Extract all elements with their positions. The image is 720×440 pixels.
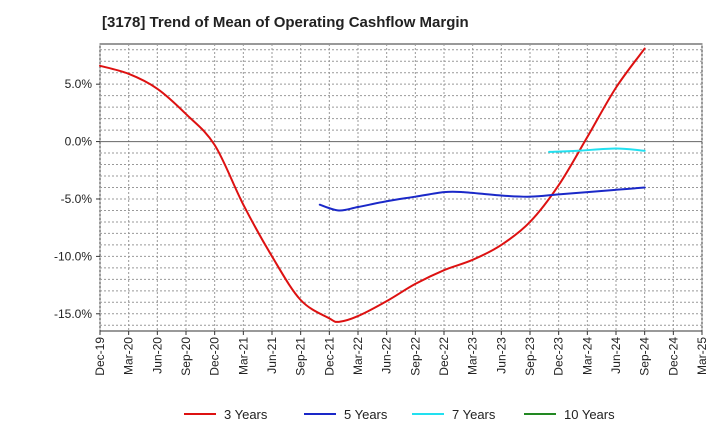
series-line-7-years [548, 147, 646, 153]
x-tick-label: Jun-20 [150, 337, 164, 374]
series-layer [99, 47, 646, 323]
x-tick-label: Jun-22 [380, 337, 394, 374]
x-tick-label: Jun-23 [494, 337, 508, 374]
x-tick-label: Sep-21 [294, 337, 308, 376]
x-tick-label: Jun-24 [609, 337, 623, 374]
legend-label: 10 Years [564, 407, 615, 422]
chart-title: [3178] Trend of Mean of Operating Cashfl… [102, 14, 469, 31]
x-tick-label: Mar-21 [236, 337, 250, 375]
x-tick-label: Dec-21 [322, 337, 336, 376]
x-tick-label: Mar-25 [695, 337, 709, 375]
x-tick-label: Dec-19 [93, 337, 107, 376]
x-tick-label: Sep-23 [523, 337, 537, 376]
legend-label: 5 Years [344, 407, 388, 422]
x-tick-label: Sep-24 [638, 337, 652, 376]
legend-layer: 3 Years 5 Years 7 Years 10 Years [184, 407, 615, 422]
legend-label: 7 Years [452, 407, 496, 422]
y-tick-label: -10.0% [54, 249, 92, 263]
y-tick-label: 5.0% [65, 77, 93, 91]
x-tick-label: Dec-23 [552, 337, 566, 376]
series-line-5-years [318, 186, 646, 212]
y-tick-label: -5.0% [61, 192, 93, 206]
x-tick-label: Dec-24 [666, 337, 680, 376]
x-tick-label: Mar-23 [466, 337, 480, 375]
x-tick-label: Mar-20 [122, 337, 136, 375]
series-line-3-years [99, 47, 646, 323]
y-tick-label: -15.0% [54, 307, 92, 321]
grid-layer [99, 43, 703, 332]
x-tick-label: Mar-22 [351, 337, 365, 375]
x-tick-label: Dec-22 [437, 337, 451, 376]
x-tick-label: Sep-20 [179, 337, 193, 376]
y-tick-label: 0.0% [65, 135, 93, 149]
x-tick-label: Dec-20 [208, 337, 222, 376]
x-tick-label: Jun-21 [265, 337, 279, 374]
axis-layer: Dec-19 Mar-20 Jun-20 Sep-20 Dec-20 Mar-21 Jun-… [54, 77, 709, 376]
x-tick-label: Mar-24 [580, 337, 594, 375]
x-tick-label: Sep-22 [408, 337, 422, 376]
legend-label: 3 Years [224, 407, 268, 422]
